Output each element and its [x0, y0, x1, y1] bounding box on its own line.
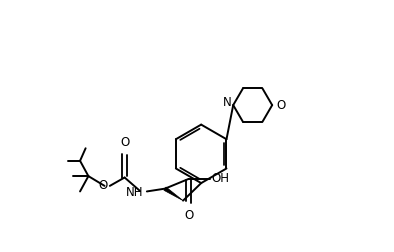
Text: O: O: [120, 136, 129, 149]
Text: O: O: [98, 179, 108, 192]
Text: N: N: [223, 96, 232, 109]
Text: NH: NH: [126, 186, 143, 199]
Text: O: O: [276, 99, 285, 112]
Polygon shape: [164, 187, 183, 201]
Text: O: O: [184, 209, 193, 222]
Text: OH: OH: [211, 172, 229, 185]
